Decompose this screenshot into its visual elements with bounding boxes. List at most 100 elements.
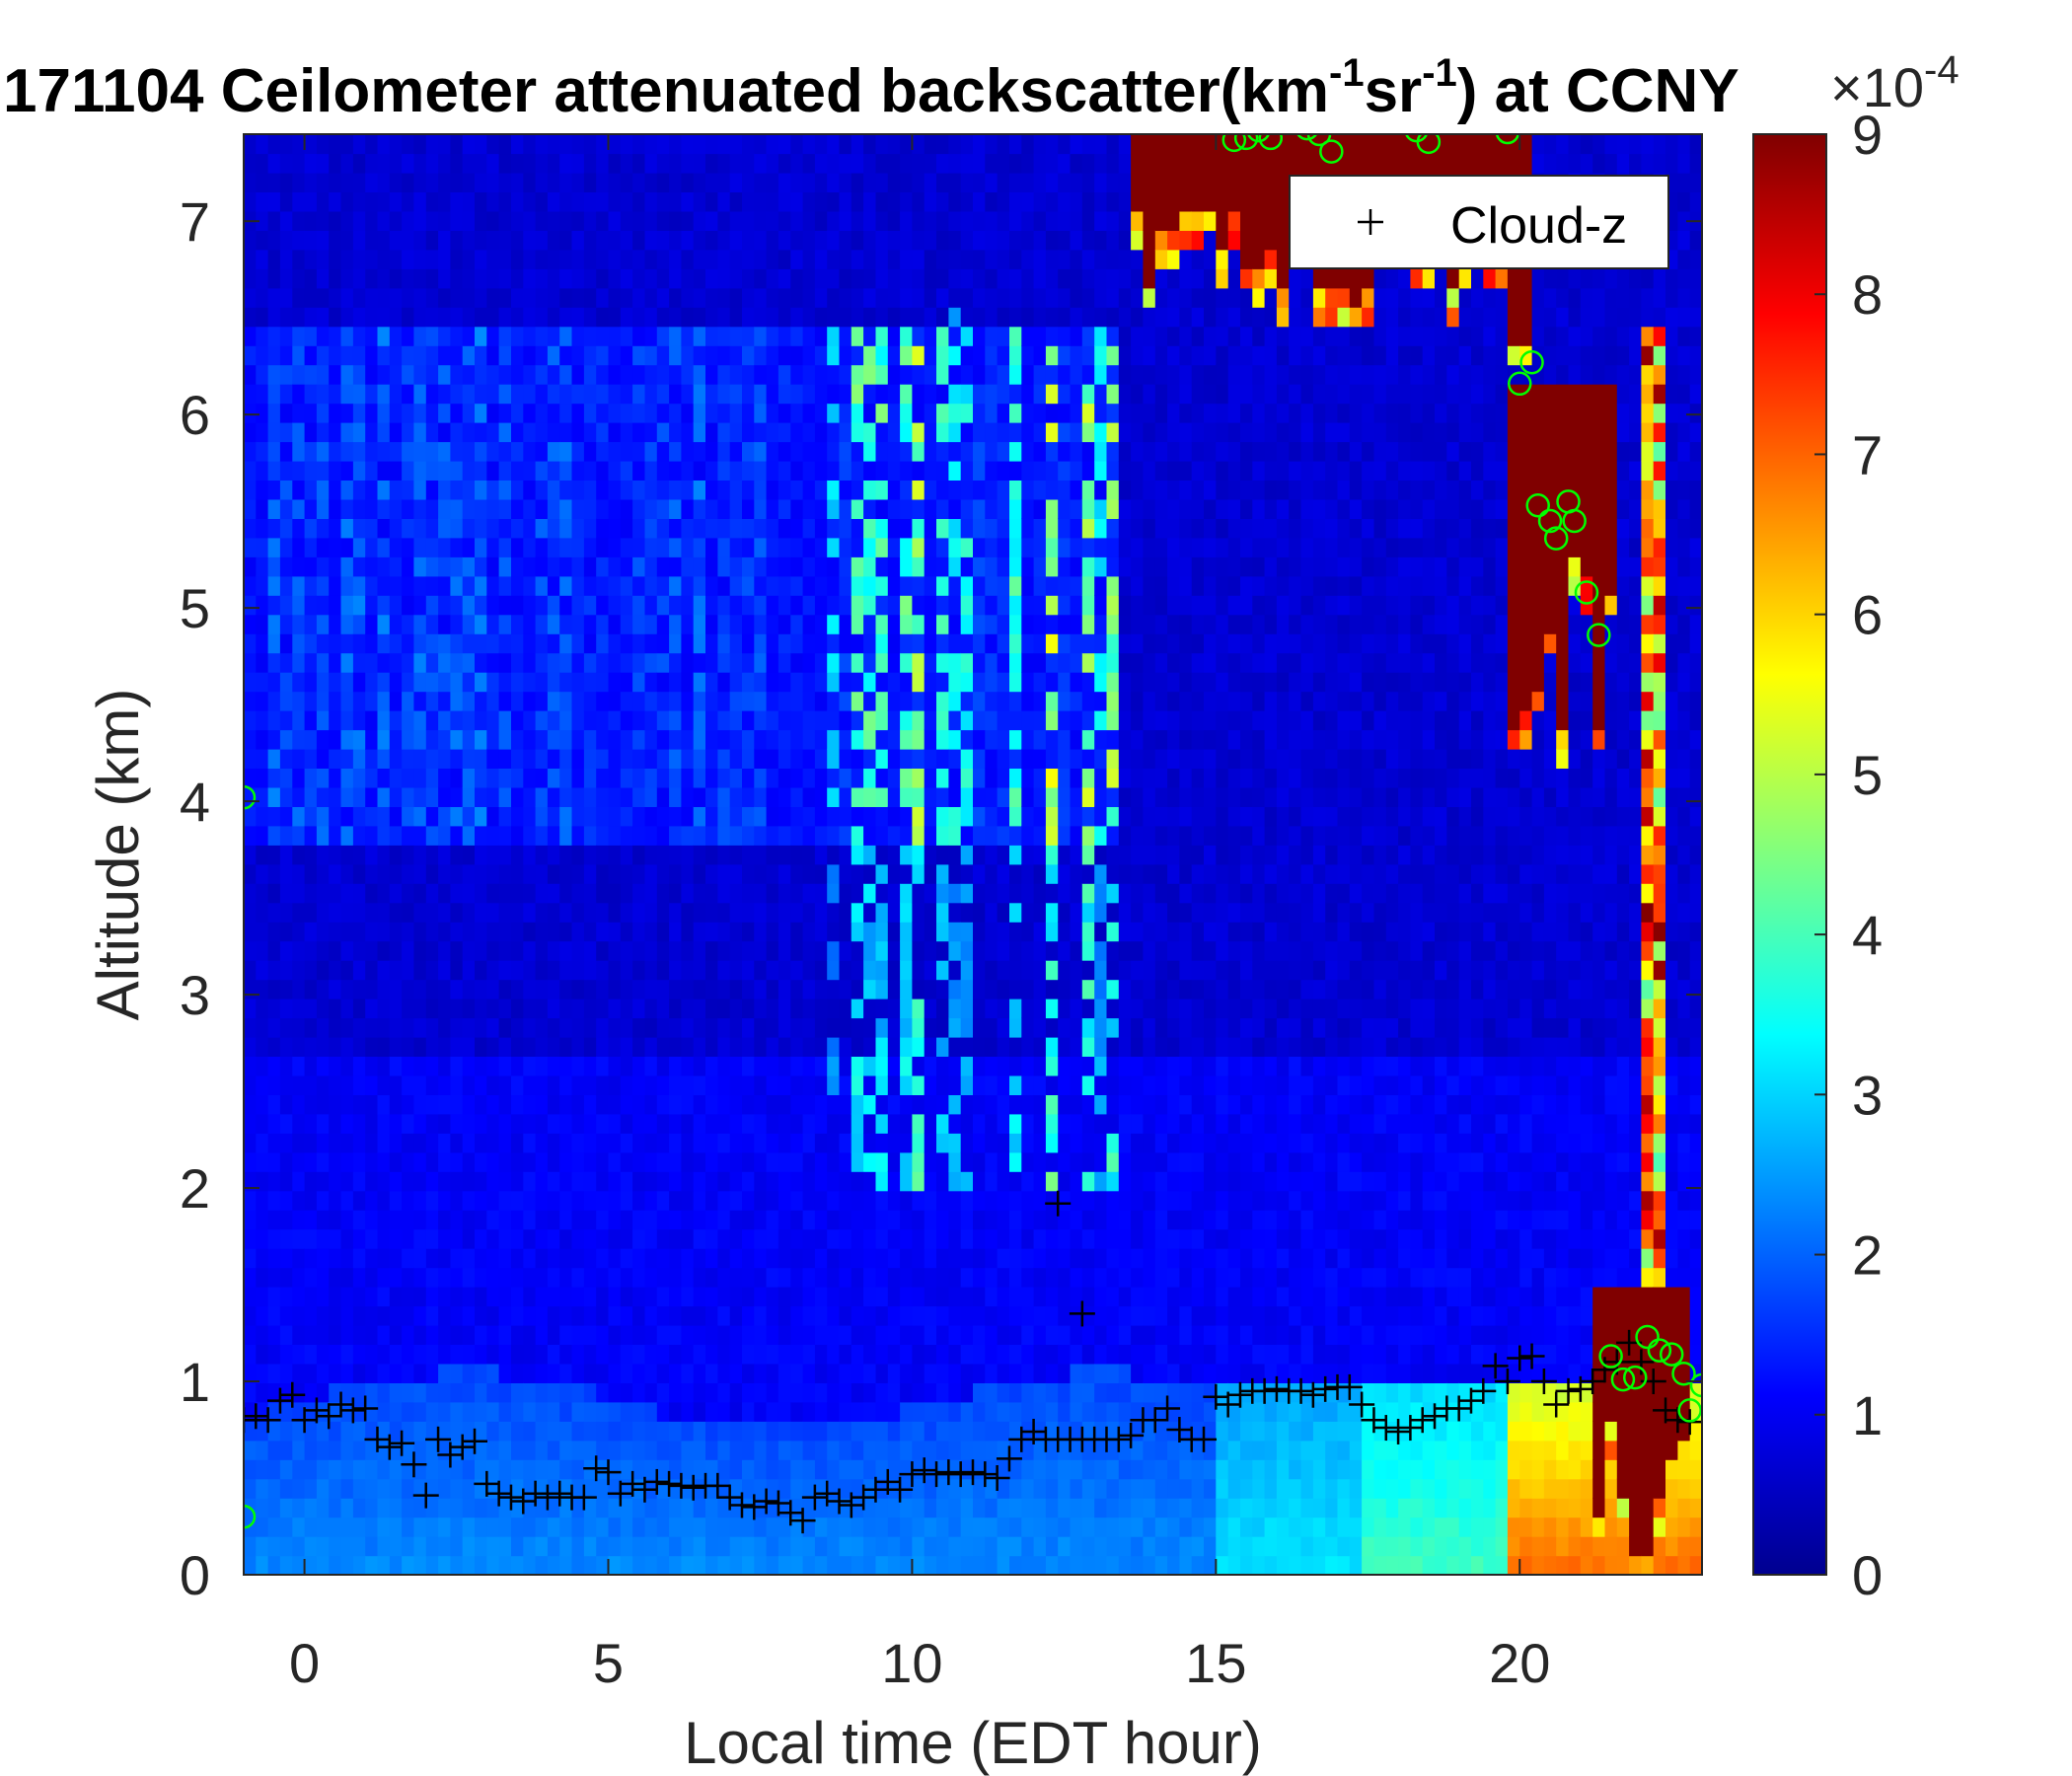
heatmap-cell bbox=[1033, 172, 1047, 192]
heatmap-cell bbox=[669, 940, 682, 961]
heatmap-cell bbox=[244, 1305, 257, 1326]
heatmap-cell bbox=[936, 883, 949, 904]
heatmap-cell bbox=[377, 441, 391, 462]
heatmap-cell bbox=[402, 1344, 414, 1365]
heatmap-cell bbox=[583, 1344, 597, 1365]
heatmap-cell bbox=[900, 748, 913, 769]
heatmap-cell bbox=[973, 1267, 986, 1288]
heatmap-cell bbox=[656, 691, 670, 711]
heatmap-cell bbox=[377, 460, 391, 481]
heatmap-cell bbox=[620, 1113, 633, 1134]
heatmap-cell bbox=[681, 403, 695, 423]
heatmap-cell bbox=[632, 768, 645, 788]
heatmap-cell bbox=[802, 1401, 816, 1422]
heatmap-cell bbox=[863, 691, 876, 711]
heatmap-cell bbox=[924, 825, 937, 846]
heatmap-cell bbox=[766, 614, 779, 634]
heatmap-cell bbox=[316, 384, 330, 405]
heatmap-cell bbox=[900, 1074, 913, 1095]
heatmap-cell bbox=[790, 1228, 804, 1249]
heatmap-cell bbox=[511, 537, 524, 557]
heatmap-cell bbox=[559, 883, 573, 904]
heatmap-cell bbox=[802, 1094, 816, 1115]
heatmap-cell bbox=[571, 825, 585, 846]
heatmap-cell bbox=[547, 940, 560, 961]
heatmap-cell bbox=[608, 498, 622, 519]
heatmap-cell bbox=[729, 287, 743, 308]
heatmap-cell bbox=[827, 786, 841, 807]
heatmap-cell bbox=[644, 403, 658, 423]
heatmap-cell bbox=[656, 403, 670, 423]
heatmap-cell bbox=[256, 806, 269, 827]
heatmap-cell bbox=[620, 1036, 633, 1057]
heatmap-cell bbox=[875, 825, 889, 846]
heatmap-cell bbox=[304, 210, 318, 231]
heatmap-cell bbox=[973, 498, 986, 519]
heatmap-cell bbox=[973, 249, 986, 269]
heatmap-cell bbox=[389, 345, 403, 366]
heatmap-cell bbox=[511, 960, 524, 981]
heatmap-cell bbox=[352, 845, 366, 865]
heatmap-cell bbox=[256, 364, 269, 385]
heatmap-cell bbox=[948, 1305, 962, 1326]
heatmap-cell bbox=[535, 883, 549, 904]
heatmap-cell bbox=[875, 614, 889, 634]
heatmap-cell bbox=[851, 1267, 864, 1288]
heatmap-cell bbox=[535, 575, 549, 596]
heatmap-cell bbox=[523, 1017, 537, 1038]
heatmap-cell bbox=[912, 825, 925, 846]
heatmap-cell bbox=[1021, 384, 1035, 405]
heatmap-cell bbox=[559, 1498, 573, 1518]
heatmap-cell bbox=[571, 672, 585, 693]
heatmap-cell bbox=[425, 498, 439, 519]
heatmap-cell bbox=[887, 556, 901, 577]
heatmap-cell bbox=[802, 518, 816, 539]
heatmap-cell bbox=[620, 672, 633, 693]
heatmap-cell bbox=[450, 537, 464, 557]
heatmap-cell bbox=[754, 1421, 768, 1442]
heatmap-cell bbox=[450, 518, 464, 539]
heatmap-cell bbox=[766, 691, 779, 711]
heatmap-cell bbox=[352, 384, 366, 405]
heatmap-cell bbox=[814, 999, 828, 1019]
heatmap-cell bbox=[1033, 863, 1047, 884]
heatmap-cell bbox=[948, 710, 962, 731]
heatmap-cell bbox=[462, 1267, 476, 1288]
heatmap-cell bbox=[438, 210, 451, 231]
heatmap-cell bbox=[292, 307, 306, 328]
heatmap-cell bbox=[656, 979, 670, 999]
heatmap-cell bbox=[705, 922, 718, 942]
heatmap-cell bbox=[511, 480, 524, 500]
heatmap-cell bbox=[1009, 537, 1022, 557]
heatmap-cell bbox=[973, 326, 986, 346]
heatmap-cell bbox=[814, 249, 828, 269]
heatmap-cell bbox=[256, 1210, 269, 1230]
heatmap-cell bbox=[656, 1228, 670, 1249]
heatmap-cell bbox=[523, 806, 537, 827]
heatmap-cell bbox=[632, 153, 645, 174]
heatmap-cell bbox=[389, 1459, 403, 1480]
heatmap-cell bbox=[717, 1401, 731, 1422]
heatmap-cell bbox=[547, 806, 560, 827]
heatmap-cell bbox=[389, 230, 403, 251]
heatmap-cell bbox=[571, 537, 585, 557]
heatmap-cell bbox=[997, 1401, 1010, 1422]
heatmap-cell bbox=[377, 1094, 391, 1115]
heatmap-cell bbox=[365, 1440, 379, 1460]
heatmap-cell bbox=[973, 1248, 986, 1269]
heatmap-cell bbox=[256, 883, 269, 904]
heatmap-cell bbox=[511, 1113, 524, 1134]
heatmap-cell bbox=[900, 614, 913, 634]
heatmap-cell bbox=[486, 1267, 500, 1288]
heatmap-cell bbox=[267, 556, 281, 577]
heatmap-cell bbox=[486, 1113, 500, 1134]
heatmap-cell bbox=[425, 633, 439, 654]
heatmap-cell bbox=[340, 768, 354, 788]
heatmap-cell bbox=[352, 364, 366, 385]
heatmap-cell bbox=[1045, 979, 1059, 999]
heatmap-cell bbox=[839, 1305, 852, 1326]
heatmap-cell bbox=[377, 863, 391, 884]
heatmap-cell bbox=[1045, 1017, 1059, 1038]
heatmap-cell bbox=[681, 364, 695, 385]
heatmap-cell bbox=[632, 307, 645, 328]
